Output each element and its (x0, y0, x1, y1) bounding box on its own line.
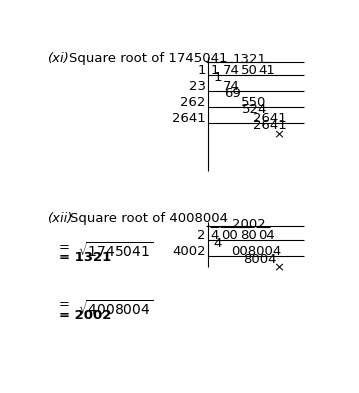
Text: = 1321: = 1321 (59, 252, 111, 264)
Text: (xii): (xii) (48, 212, 73, 225)
Text: 1: 1 (210, 64, 219, 77)
Text: ×: × (273, 262, 284, 275)
Text: 4: 4 (210, 229, 219, 242)
Text: 00: 00 (222, 229, 238, 242)
Text: Square root of 4008004: Square root of 4008004 (70, 212, 228, 225)
Text: 2641: 2641 (253, 119, 287, 132)
Text: ×: × (273, 129, 284, 142)
Text: 50: 50 (241, 64, 257, 77)
Text: 262: 262 (180, 95, 206, 108)
Text: 2641: 2641 (253, 112, 287, 125)
Text: 74: 74 (222, 64, 239, 77)
Text: 1: 1 (197, 64, 206, 77)
Text: 41: 41 (258, 64, 275, 77)
Text: 74: 74 (222, 79, 239, 92)
Text: 2: 2 (197, 229, 206, 242)
Text: 1321: 1321 (232, 53, 266, 66)
Text: 008004: 008004 (231, 245, 281, 258)
Text: (xi): (xi) (48, 52, 69, 65)
Text: 550: 550 (241, 95, 266, 108)
Text: 80: 80 (240, 229, 256, 242)
Text: $\sqrt{1745041}$: $\sqrt{1745041}$ (78, 241, 153, 260)
Text: 524: 524 (242, 103, 267, 116)
Text: =: = (59, 241, 70, 254)
Text: 2641: 2641 (172, 112, 206, 125)
Text: 69: 69 (224, 87, 241, 100)
Text: =: = (59, 298, 70, 311)
Text: 04: 04 (258, 229, 275, 242)
Text: $\sqrt{4008004}$: $\sqrt{4008004}$ (78, 299, 153, 318)
Text: 23: 23 (189, 79, 206, 92)
Text: 1: 1 (213, 72, 222, 84)
Text: 8004: 8004 (243, 253, 276, 266)
Text: = 2002: = 2002 (59, 309, 111, 322)
Text: 4: 4 (213, 237, 222, 250)
Text: 4002: 4002 (172, 245, 206, 258)
Text: 2002: 2002 (233, 218, 266, 231)
Text: Square root of 1745041: Square root of 1745041 (69, 52, 227, 65)
